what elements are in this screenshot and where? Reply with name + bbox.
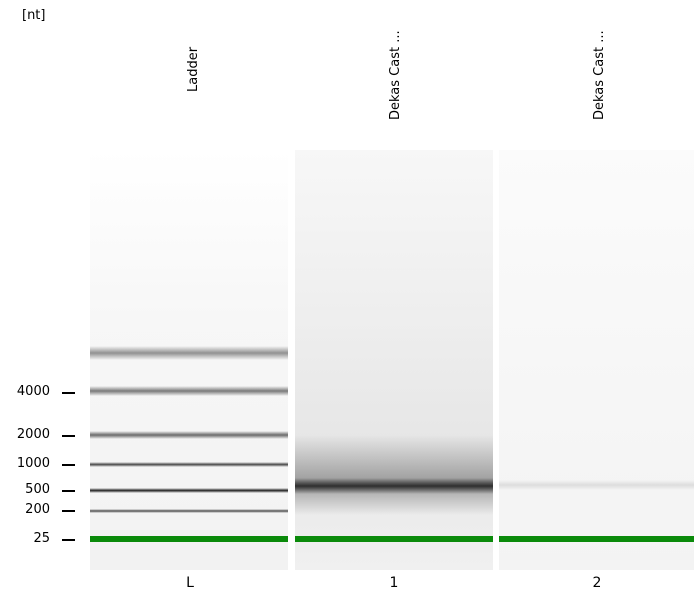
- ladder-band-1000: [90, 462, 288, 467]
- size-tick-label: 1000: [16, 456, 50, 471]
- size-tick-mark: [62, 539, 75, 541]
- ladder-band-2000: [90, 431, 288, 439]
- gel-lane-sample-2[interactable]: [499, 150, 694, 570]
- sample-2-faint-band: [499, 480, 694, 490]
- sample-2-marker-band: [499, 536, 694, 542]
- size-tick-label: 200: [25, 502, 50, 517]
- size-tick-mark: [62, 490, 75, 492]
- sample-1-marker-band: [295, 536, 493, 542]
- ladder-band-200: [90, 509, 288, 513]
- size-tick-mark: [62, 435, 75, 437]
- sample-1-smear: [295, 435, 493, 515]
- ladder-band-6000: [90, 346, 288, 360]
- size-tick-label: 500: [25, 482, 50, 497]
- lane-title-sample-1: Dekas Cast ...: [388, 30, 403, 120]
- ladder-band-4000: [90, 386, 288, 396]
- size-tick-mark: [62, 510, 75, 512]
- lane-title-ladder: Ladder: [186, 46, 201, 92]
- lane-id-ladder: L: [186, 575, 194, 591]
- lane-id-sample-1: 1: [389, 575, 399, 591]
- lane-id-sample-2: 2: [592, 575, 602, 591]
- size-tick-mark: [62, 392, 75, 394]
- gel-lane-ladder[interactable]: [90, 150, 288, 570]
- ladder-band-500: [90, 488, 288, 493]
- ladder-marker-band: [90, 536, 288, 542]
- sample-1-main-band: [295, 478, 493, 494]
- size-unit-label: [nt]: [22, 8, 46, 23]
- lane-title-sample-2: Dekas Cast ...: [592, 30, 607, 120]
- gel-lane-sample-1[interactable]: [295, 150, 493, 570]
- size-tick-label: 4000: [16, 384, 50, 399]
- size-tick-label: 2000: [16, 427, 50, 442]
- size-tick-mark: [62, 464, 75, 466]
- size-tick-label: 25: [33, 531, 50, 546]
